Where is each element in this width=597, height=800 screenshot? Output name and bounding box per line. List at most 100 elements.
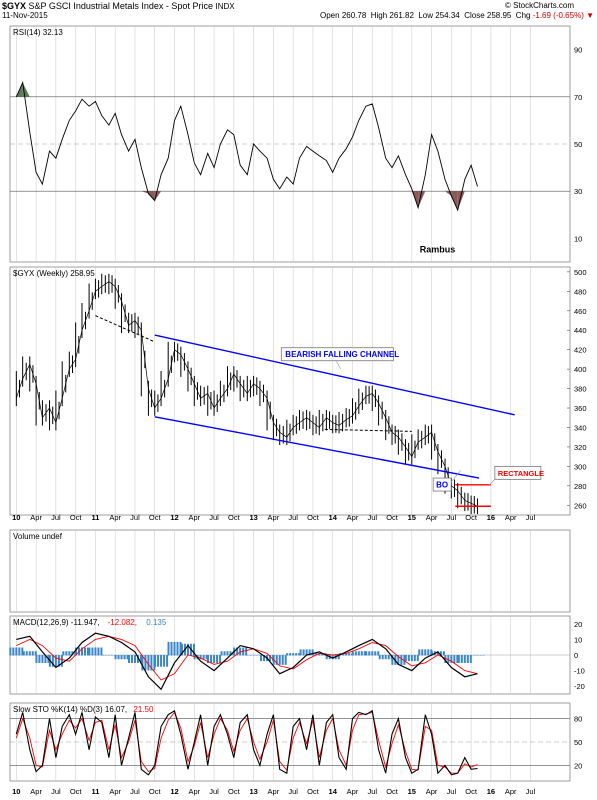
x-tick-label: Apr <box>188 513 200 522</box>
macd-histogram-bar <box>436 651 439 656</box>
macd-histogram-bar <box>136 655 139 663</box>
macd-legend-part: 0.135 <box>146 618 167 627</box>
macd-histogram-bar <box>205 655 208 660</box>
macd-histogram-bar <box>117 655 120 660</box>
y-tick-label: 0 <box>574 651 578 660</box>
macd-histogram-bar <box>305 649 308 656</box>
macd-histogram-bar <box>371 651 374 656</box>
macd-histogram-bar <box>476 655 479 656</box>
macd-histogram-bar <box>482 655 485 656</box>
macd-histogram-bar <box>220 651 223 656</box>
macd-histogram-bar <box>302 649 305 656</box>
macd-histogram-bar <box>351 651 354 656</box>
macd-histogram-bar <box>163 655 166 667</box>
macd-histogram-bar <box>453 655 456 663</box>
macd-histogram-bar <box>321 653 324 656</box>
macd-histogram-bar <box>430 651 433 656</box>
macd-histogram-bar <box>22 651 25 656</box>
macd-histogram-bar <box>219 655 222 663</box>
macd-histogram-bar <box>374 651 377 656</box>
x-tick-label: Apr <box>347 513 359 522</box>
x-tick-label: Jul <box>526 787 536 796</box>
symbol: $GYX <box>2 1 27 11</box>
x-tick-label: Jul <box>367 787 377 796</box>
y-tick-label: 480 <box>574 287 587 296</box>
x-tick-label: Jul <box>288 513 298 522</box>
macd-histogram-bar <box>147 655 150 671</box>
macd-histogram-bar <box>179 641 182 656</box>
macd-histogram-bar <box>25 651 28 656</box>
y-tick-label: -20 <box>574 682 585 691</box>
macd-histogram-bar <box>342 653 345 656</box>
x-tick-label: 11 <box>91 513 99 522</box>
macd-histogram-bar <box>391 655 394 665</box>
macd-histogram-bar <box>34 651 37 656</box>
x-tick-label: 16 <box>487 513 495 522</box>
macd-histogram-bar <box>444 655 447 663</box>
macd-histogram-bar <box>101 655 104 656</box>
y-tick-label: 10 <box>574 234 582 243</box>
macd-histogram-bar <box>126 655 129 660</box>
x-tick-label: Oct <box>386 513 399 522</box>
y-tick-label: 260 <box>574 501 587 510</box>
macd-histogram-bar <box>384 655 387 660</box>
macd-histogram-bar <box>154 655 157 667</box>
y-tick-label: 50 <box>574 140 582 149</box>
macd-histogram-bar <box>357 651 360 656</box>
x-tick-label: Oct <box>228 513 241 522</box>
macd-histogram-bar <box>18 647 21 656</box>
y-tick-label: 280 <box>574 482 587 491</box>
macd-histogram-bar <box>173 641 176 656</box>
x-tick-label: 15 <box>408 513 416 522</box>
macd-histogram-bar <box>421 649 424 656</box>
macd-histogram-bar <box>133 655 136 663</box>
x-tick-label: Apr <box>188 787 200 796</box>
y-tick-label: 90 <box>574 46 582 55</box>
macd-histogram-bar <box>65 651 68 656</box>
x-tick-label: Jul <box>130 787 140 796</box>
rsi-oversold-fill <box>141 191 149 194</box>
callout-line <box>450 470 462 483</box>
macd-histogram-bar <box>210 655 213 663</box>
x-tick-label: Jul <box>130 513 140 522</box>
macd-histogram-bar <box>298 653 301 656</box>
macd-histogram-bar <box>110 655 113 656</box>
callout-line <box>489 479 496 486</box>
macd-histogram-bar <box>91 647 94 656</box>
macd-legend-part: MACD(12,26,9) -11.947, <box>13 618 100 627</box>
macd-histogram-bar <box>363 651 366 656</box>
macd-histogram-bar <box>456 655 459 663</box>
macd-histogram-bar <box>71 651 74 656</box>
macd-histogram-bar <box>387 655 390 660</box>
y-tick-label: 400 <box>574 365 587 374</box>
dashed-trendline <box>324 428 412 432</box>
macd-histogram-bar <box>246 655 249 656</box>
down-arrow-icon: ▼ <box>586 11 595 20</box>
macd-histogram-bar <box>469 655 472 663</box>
x-tick-label: 10 <box>12 787 20 796</box>
macd-histogram-bar <box>381 655 384 660</box>
x-tick-label: Oct <box>228 787 241 796</box>
x-tick-label: 10 <box>12 513 20 522</box>
macd-histogram-bar <box>360 651 363 656</box>
x-tick-label: Jul <box>209 513 219 522</box>
macd-histogram-bar <box>245 647 248 656</box>
macd-histogram-bar <box>258 655 261 656</box>
price-legend: $GYX (Weekly) 258.95 <box>13 269 95 278</box>
y-tick-label: 20 <box>574 761 582 770</box>
macd-histogram-bar <box>286 653 289 656</box>
macd-histogram-bar <box>311 649 314 656</box>
x-tick-label: Apr <box>505 787 517 796</box>
macd-legend-part: -12.082, <box>108 618 137 627</box>
x-tick-label: 12 <box>170 513 178 522</box>
macd-histogram-bar <box>15 647 18 656</box>
macd-histogram-bar <box>31 651 34 656</box>
macd-histogram-bar <box>44 655 47 663</box>
close-label: Close <box>464 11 485 20</box>
macd-histogram-bar <box>354 651 357 656</box>
y-tick-label: 20 <box>574 620 582 629</box>
x-tick-label: Apr <box>30 513 42 522</box>
macd-histogram-bar <box>308 649 311 656</box>
y-tick-label: 440 <box>574 326 587 335</box>
x-tick-label: Oct <box>307 513 320 522</box>
